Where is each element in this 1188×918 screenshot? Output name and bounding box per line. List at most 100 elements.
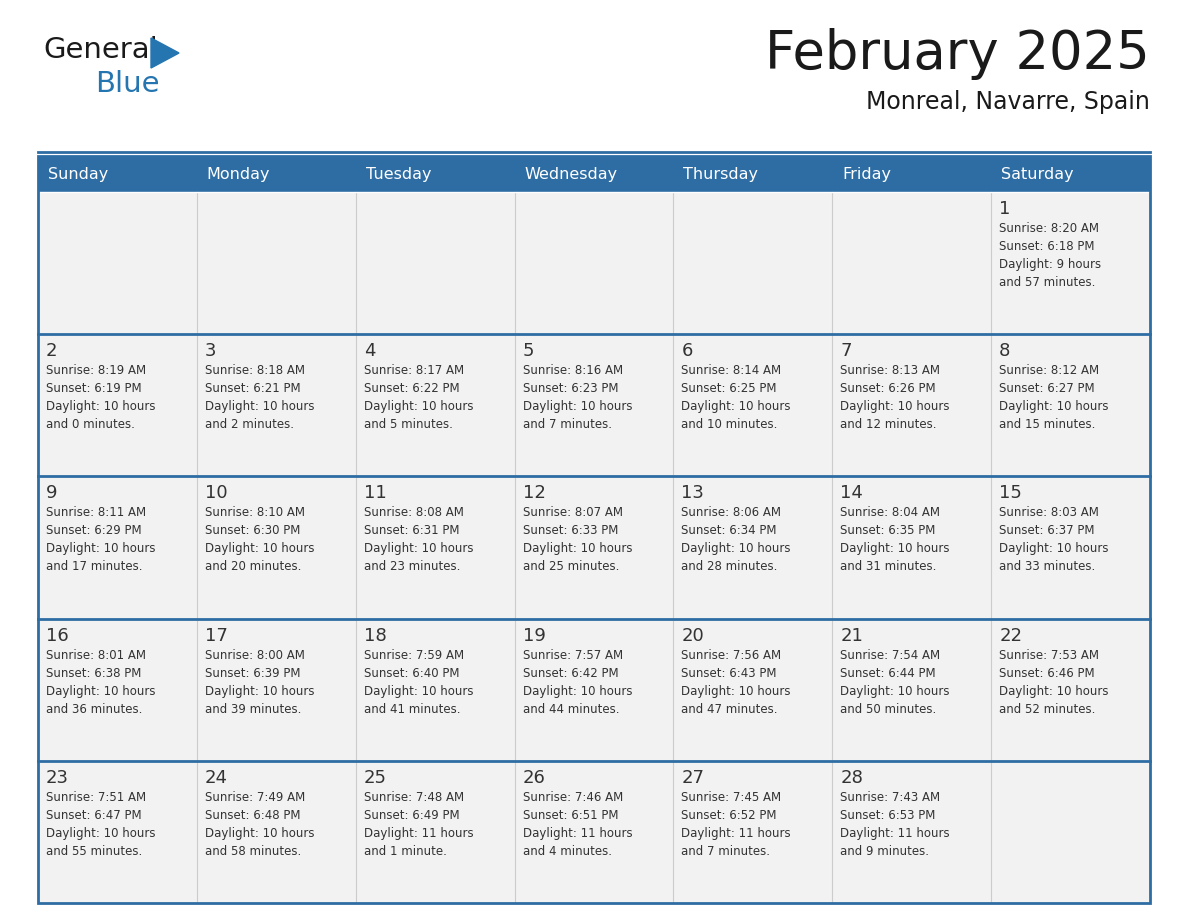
Bar: [197, 619, 355, 761]
Text: 1: 1: [999, 200, 1011, 218]
Bar: [38, 192, 197, 334]
Bar: [355, 476, 514, 619]
Text: Monday: Monday: [207, 166, 271, 182]
Text: Sunrise: 8:00 AM
Sunset: 6:39 PM
Daylight: 10 hours
and 39 minutes.: Sunrise: 8:00 AM Sunset: 6:39 PM Dayligh…: [204, 649, 315, 716]
Bar: [514, 761, 674, 903]
Text: Sunrise: 8:14 AM
Sunset: 6:25 PM
Daylight: 10 hours
and 10 minutes.: Sunrise: 8:14 AM Sunset: 6:25 PM Dayligh…: [682, 364, 791, 431]
Text: 24: 24: [204, 768, 228, 787]
Text: Sunrise: 7:53 AM
Sunset: 6:46 PM
Daylight: 10 hours
and 52 minutes.: Sunrise: 7:53 AM Sunset: 6:46 PM Dayligh…: [999, 649, 1108, 716]
Bar: [38, 619, 197, 761]
Text: 22: 22: [999, 627, 1022, 644]
Text: 19: 19: [523, 627, 545, 644]
Text: Sunrise: 8:08 AM
Sunset: 6:31 PM
Daylight: 10 hours
and 23 minutes.: Sunrise: 8:08 AM Sunset: 6:31 PM Dayligh…: [364, 507, 473, 574]
Text: Sunrise: 8:16 AM
Sunset: 6:23 PM
Daylight: 10 hours
and 7 minutes.: Sunrise: 8:16 AM Sunset: 6:23 PM Dayligh…: [523, 364, 632, 431]
Bar: [514, 619, 674, 761]
Bar: [355, 334, 514, 476]
Bar: [833, 476, 991, 619]
Text: 26: 26: [523, 768, 545, 787]
Text: Sunrise: 8:01 AM
Sunset: 6:38 PM
Daylight: 10 hours
and 36 minutes.: Sunrise: 8:01 AM Sunset: 6:38 PM Dayligh…: [46, 649, 156, 716]
Polygon shape: [151, 38, 179, 68]
Text: Sunrise: 8:04 AM
Sunset: 6:35 PM
Daylight: 10 hours
and 31 minutes.: Sunrise: 8:04 AM Sunset: 6:35 PM Dayligh…: [840, 507, 949, 574]
Bar: [514, 192, 674, 334]
Text: 21: 21: [840, 627, 864, 644]
Text: Friday: Friday: [842, 166, 891, 182]
Text: 11: 11: [364, 485, 386, 502]
Text: 18: 18: [364, 627, 386, 644]
Bar: [674, 334, 833, 476]
Text: 14: 14: [840, 485, 864, 502]
Text: Saturday: Saturday: [1001, 166, 1074, 182]
Bar: [38, 761, 197, 903]
Bar: [355, 619, 514, 761]
Text: Sunrise: 7:49 AM
Sunset: 6:48 PM
Daylight: 10 hours
and 58 minutes.: Sunrise: 7:49 AM Sunset: 6:48 PM Dayligh…: [204, 790, 315, 857]
Text: 16: 16: [46, 627, 69, 644]
Text: Sunrise: 8:07 AM
Sunset: 6:33 PM
Daylight: 10 hours
and 25 minutes.: Sunrise: 8:07 AM Sunset: 6:33 PM Dayligh…: [523, 507, 632, 574]
Text: 15: 15: [999, 485, 1022, 502]
Text: 2: 2: [46, 342, 57, 360]
Text: Sunrise: 8:19 AM
Sunset: 6:19 PM
Daylight: 10 hours
and 0 minutes.: Sunrise: 8:19 AM Sunset: 6:19 PM Dayligh…: [46, 364, 156, 431]
Text: Sunrise: 7:56 AM
Sunset: 6:43 PM
Daylight: 10 hours
and 47 minutes.: Sunrise: 7:56 AM Sunset: 6:43 PM Dayligh…: [682, 649, 791, 716]
Bar: [38, 156, 1150, 903]
Bar: [38, 476, 197, 619]
Bar: [514, 476, 674, 619]
Text: Sunrise: 7:54 AM
Sunset: 6:44 PM
Daylight: 10 hours
and 50 minutes.: Sunrise: 7:54 AM Sunset: 6:44 PM Dayligh…: [840, 649, 949, 716]
Text: Wednesday: Wednesday: [525, 166, 618, 182]
Bar: [991, 476, 1150, 619]
Text: Sunrise: 8:10 AM
Sunset: 6:30 PM
Daylight: 10 hours
and 20 minutes.: Sunrise: 8:10 AM Sunset: 6:30 PM Dayligh…: [204, 507, 315, 574]
Text: 13: 13: [682, 485, 704, 502]
Text: Sunrise: 7:43 AM
Sunset: 6:53 PM
Daylight: 11 hours
and 9 minutes.: Sunrise: 7:43 AM Sunset: 6:53 PM Dayligh…: [840, 790, 950, 857]
Bar: [38, 334, 197, 476]
Bar: [197, 334, 355, 476]
Text: 12: 12: [523, 485, 545, 502]
Text: Sunrise: 7:57 AM
Sunset: 6:42 PM
Daylight: 10 hours
and 44 minutes.: Sunrise: 7:57 AM Sunset: 6:42 PM Dayligh…: [523, 649, 632, 716]
Bar: [674, 476, 833, 619]
Bar: [991, 619, 1150, 761]
Bar: [991, 192, 1150, 334]
Text: 8: 8: [999, 342, 1011, 360]
Bar: [833, 761, 991, 903]
Text: Sunrise: 7:48 AM
Sunset: 6:49 PM
Daylight: 11 hours
and 1 minute.: Sunrise: 7:48 AM Sunset: 6:49 PM Dayligh…: [364, 790, 473, 857]
Bar: [991, 761, 1150, 903]
Text: 10: 10: [204, 485, 227, 502]
Text: Sunrise: 7:59 AM
Sunset: 6:40 PM
Daylight: 10 hours
and 41 minutes.: Sunrise: 7:59 AM Sunset: 6:40 PM Dayligh…: [364, 649, 473, 716]
Text: Sunday: Sunday: [48, 166, 108, 182]
Text: February 2025: February 2025: [765, 28, 1150, 80]
Text: Sunrise: 8:06 AM
Sunset: 6:34 PM
Daylight: 10 hours
and 28 minutes.: Sunrise: 8:06 AM Sunset: 6:34 PM Dayligh…: [682, 507, 791, 574]
Text: 5: 5: [523, 342, 535, 360]
Bar: [514, 334, 674, 476]
Text: Blue: Blue: [95, 70, 159, 98]
Text: 3: 3: [204, 342, 216, 360]
Bar: [674, 619, 833, 761]
Text: General: General: [43, 36, 158, 64]
Bar: [355, 192, 514, 334]
Text: Sunrise: 8:17 AM
Sunset: 6:22 PM
Daylight: 10 hours
and 5 minutes.: Sunrise: 8:17 AM Sunset: 6:22 PM Dayligh…: [364, 364, 473, 431]
Bar: [833, 334, 991, 476]
Bar: [674, 761, 833, 903]
Text: 6: 6: [682, 342, 693, 360]
Text: Sunrise: 8:11 AM
Sunset: 6:29 PM
Daylight: 10 hours
and 17 minutes.: Sunrise: 8:11 AM Sunset: 6:29 PM Dayligh…: [46, 507, 156, 574]
Text: 20: 20: [682, 627, 704, 644]
Bar: [197, 192, 355, 334]
Text: Sunrise: 8:12 AM
Sunset: 6:27 PM
Daylight: 10 hours
and 15 minutes.: Sunrise: 8:12 AM Sunset: 6:27 PM Dayligh…: [999, 364, 1108, 431]
Text: 28: 28: [840, 768, 864, 787]
Text: Sunrise: 7:46 AM
Sunset: 6:51 PM
Daylight: 11 hours
and 4 minutes.: Sunrise: 7:46 AM Sunset: 6:51 PM Dayligh…: [523, 790, 632, 857]
Text: Sunrise: 8:20 AM
Sunset: 6:18 PM
Daylight: 9 hours
and 57 minutes.: Sunrise: 8:20 AM Sunset: 6:18 PM Dayligh…: [999, 222, 1101, 289]
Bar: [355, 761, 514, 903]
Text: Sunrise: 8:18 AM
Sunset: 6:21 PM
Daylight: 10 hours
and 2 minutes.: Sunrise: 8:18 AM Sunset: 6:21 PM Dayligh…: [204, 364, 315, 431]
Text: 17: 17: [204, 627, 228, 644]
Bar: [674, 192, 833, 334]
Text: 7: 7: [840, 342, 852, 360]
Text: 4: 4: [364, 342, 375, 360]
Text: Sunrise: 8:13 AM
Sunset: 6:26 PM
Daylight: 10 hours
and 12 minutes.: Sunrise: 8:13 AM Sunset: 6:26 PM Dayligh…: [840, 364, 949, 431]
Text: 23: 23: [46, 768, 69, 787]
Bar: [197, 761, 355, 903]
Text: 25: 25: [364, 768, 387, 787]
Text: Sunrise: 7:51 AM
Sunset: 6:47 PM
Daylight: 10 hours
and 55 minutes.: Sunrise: 7:51 AM Sunset: 6:47 PM Dayligh…: [46, 790, 156, 857]
Text: Sunrise: 8:03 AM
Sunset: 6:37 PM
Daylight: 10 hours
and 33 minutes.: Sunrise: 8:03 AM Sunset: 6:37 PM Dayligh…: [999, 507, 1108, 574]
Bar: [833, 619, 991, 761]
Text: 27: 27: [682, 768, 704, 787]
Bar: [991, 334, 1150, 476]
Text: Thursday: Thursday: [683, 166, 758, 182]
Bar: [38, 156, 1150, 192]
Text: Sunrise: 7:45 AM
Sunset: 6:52 PM
Daylight: 11 hours
and 7 minutes.: Sunrise: 7:45 AM Sunset: 6:52 PM Dayligh…: [682, 790, 791, 857]
